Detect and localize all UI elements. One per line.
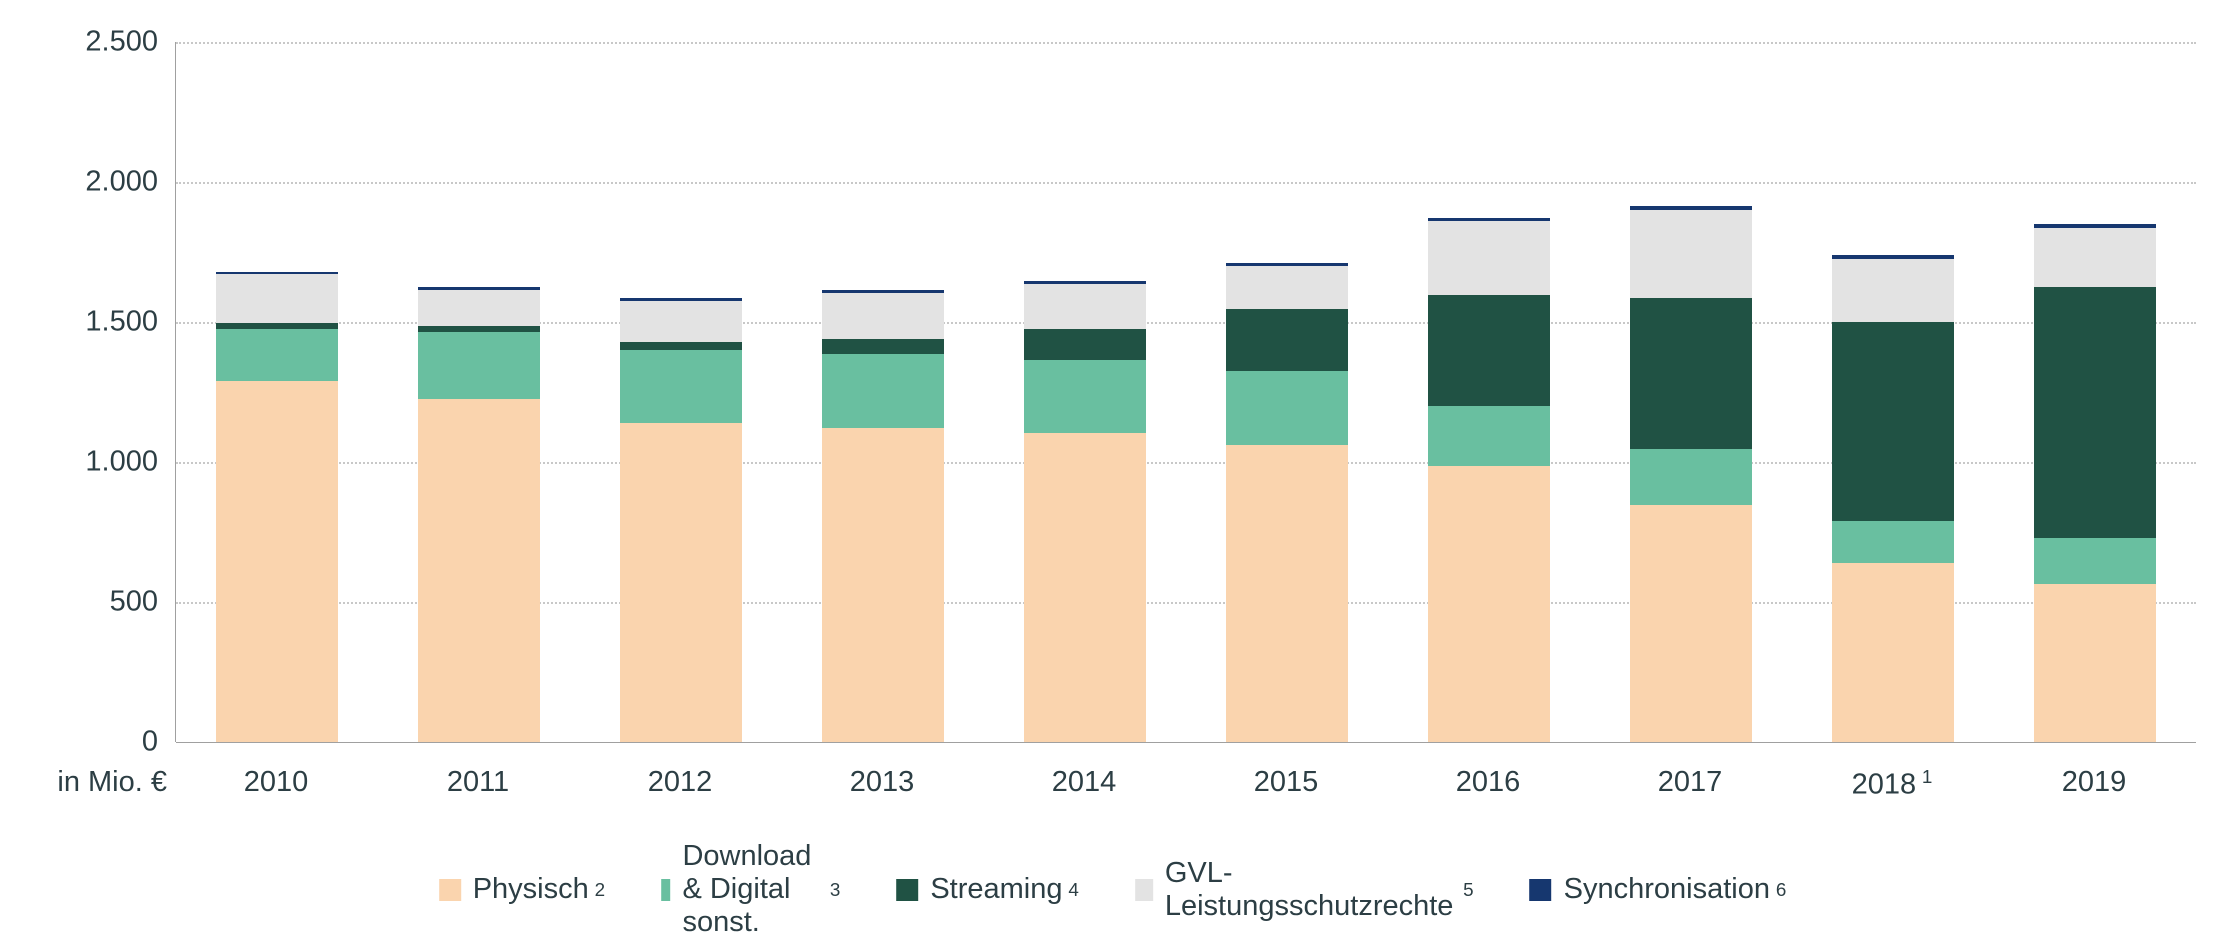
bar-segment-download — [822, 354, 943, 428]
legend-item-download: Download & Digital sonst. 3 — [661, 840, 840, 939]
bar — [1024, 281, 1145, 742]
bar-segment-physisch — [216, 381, 337, 742]
bar — [418, 287, 539, 742]
bar-segment-sync — [1024, 281, 1145, 284]
bar-segment-streaming — [1832, 322, 1953, 521]
plot-area: 05001.0001.5002.0002.500 — [175, 42, 2196, 742]
bar-segment-gvl — [1832, 259, 1953, 322]
bar-segment-streaming — [620, 342, 741, 350]
legend-item-gvl: GVL-Leistungsschutzrechte 5 — [1135, 857, 1474, 923]
bar-segment-streaming — [216, 323, 337, 329]
bar — [620, 298, 741, 742]
bar-segment-sync — [1832, 255, 1953, 259]
bar-segment-download — [418, 332, 539, 399]
legend-label: Physisch — [473, 873, 589, 906]
bar — [1832, 255, 1953, 742]
bar-segment-streaming — [822, 339, 943, 354]
x-axis-baseline — [176, 742, 2196, 743]
y-tick-label: 1.000 — [85, 446, 176, 479]
x-tick-label: 2015 — [1254, 766, 1319, 799]
bar-segment-physisch — [1226, 445, 1347, 742]
bar-segment-download — [2034, 538, 2155, 584]
y-tick-label: 2.500 — [85, 26, 176, 59]
bar-segment-sync — [418, 287, 539, 290]
bar-segment-gvl — [216, 274, 337, 323]
legend-label: Streaming — [930, 873, 1062, 906]
bar-segment-download — [1832, 521, 1953, 563]
bar-segment-physisch — [1428, 466, 1549, 742]
x-tick-label: 2016 — [1456, 766, 1521, 799]
bar-segment-sync — [1428, 218, 1549, 221]
bar-segment-gvl — [2034, 228, 2155, 287]
bar-segment-download — [1630, 449, 1751, 505]
bar-segment-download — [1428, 406, 1549, 466]
bar-segment-download — [1226, 371, 1347, 445]
legend-swatch — [1135, 879, 1153, 901]
y-tick-label: 500 — [110, 586, 176, 619]
bar-segment-sync — [216, 272, 337, 275]
gridline — [176, 182, 2196, 184]
x-tick-label: 2014 — [1052, 766, 1117, 799]
bar-segment-download — [1024, 360, 1145, 433]
bar-segment-streaming — [2034, 287, 2155, 538]
bar-segment-sync — [822, 290, 943, 293]
bar — [1630, 206, 1751, 742]
bar-segment-physisch — [1024, 433, 1145, 742]
legend-swatch — [896, 879, 918, 901]
bar-segment-physisch — [620, 423, 741, 742]
y-tick-label: 0 — [142, 726, 176, 759]
bar-segment-gvl — [1630, 210, 1751, 298]
x-tick-label: 2019 — [2062, 766, 2127, 799]
y-axis-title: in Mio. € — [57, 766, 167, 799]
bar-segment-physisch — [1832, 563, 1953, 742]
bar-segment-physisch — [822, 428, 943, 742]
bar-segment-streaming — [1630, 298, 1751, 449]
legend-swatch — [1530, 879, 1552, 901]
bar — [1428, 218, 1549, 742]
legend: Physisch 2 Download & Digital sonst. 3 Str… — [439, 840, 1787, 939]
bar — [822, 290, 943, 742]
legend-item-physisch: Physisch 2 — [439, 873, 605, 906]
x-tick-label: 2013 — [850, 766, 915, 799]
legend-item-sync: Synchronisation 6 — [1530, 873, 1787, 906]
legend-label: Download & Digital sonst. — [682, 840, 824, 939]
bar — [2034, 224, 2155, 742]
bar-segment-download — [620, 350, 741, 423]
bar — [216, 272, 337, 742]
legend-label: GVL-Leistungsschutzrechte — [1165, 857, 1458, 923]
x-tick-label: 2012 — [648, 766, 713, 799]
bar-segment-gvl — [620, 301, 741, 342]
bar-segment-streaming — [1024, 329, 1145, 360]
bar-segment-download — [216, 329, 337, 381]
bar-segment-gvl — [1226, 266, 1347, 309]
x-tick-label: 2010 — [244, 766, 309, 799]
legend-swatch — [661, 879, 670, 901]
bar — [1226, 263, 1347, 742]
bar-segment-sync — [620, 298, 741, 301]
x-tick-label: 2017 — [1658, 766, 1723, 799]
y-tick-label: 2.000 — [85, 166, 176, 199]
chart-container: 05001.0001.5002.0002.5002010201120122013… — [0, 0, 2225, 940]
gridline — [176, 42, 2196, 44]
legend-item-streaming: Streaming 4 — [896, 873, 1078, 906]
x-tick-label: 2018 1 — [1852, 766, 1933, 802]
y-tick-label: 1.500 — [85, 306, 176, 339]
legend-label: Synchronisation — [1564, 873, 1770, 906]
bar-segment-gvl — [1428, 221, 1549, 295]
bar-segment-sync — [2034, 224, 2155, 228]
bar-segment-gvl — [822, 293, 943, 339]
bar-segment-streaming — [418, 326, 539, 332]
bar-segment-streaming — [1428, 295, 1549, 406]
bar-segment-physisch — [2034, 584, 2155, 742]
bar-segment-sync — [1630, 206, 1751, 210]
bar-segment-physisch — [418, 399, 539, 742]
x-tick-label: 2011 — [447, 766, 509, 799]
bar-segment-streaming — [1226, 309, 1347, 371]
bar-segment-gvl — [418, 290, 539, 326]
legend-swatch — [439, 879, 461, 901]
bar-segment-gvl — [1024, 284, 1145, 329]
bar-segment-sync — [1226, 263, 1347, 266]
bar-segment-physisch — [1630, 505, 1751, 742]
